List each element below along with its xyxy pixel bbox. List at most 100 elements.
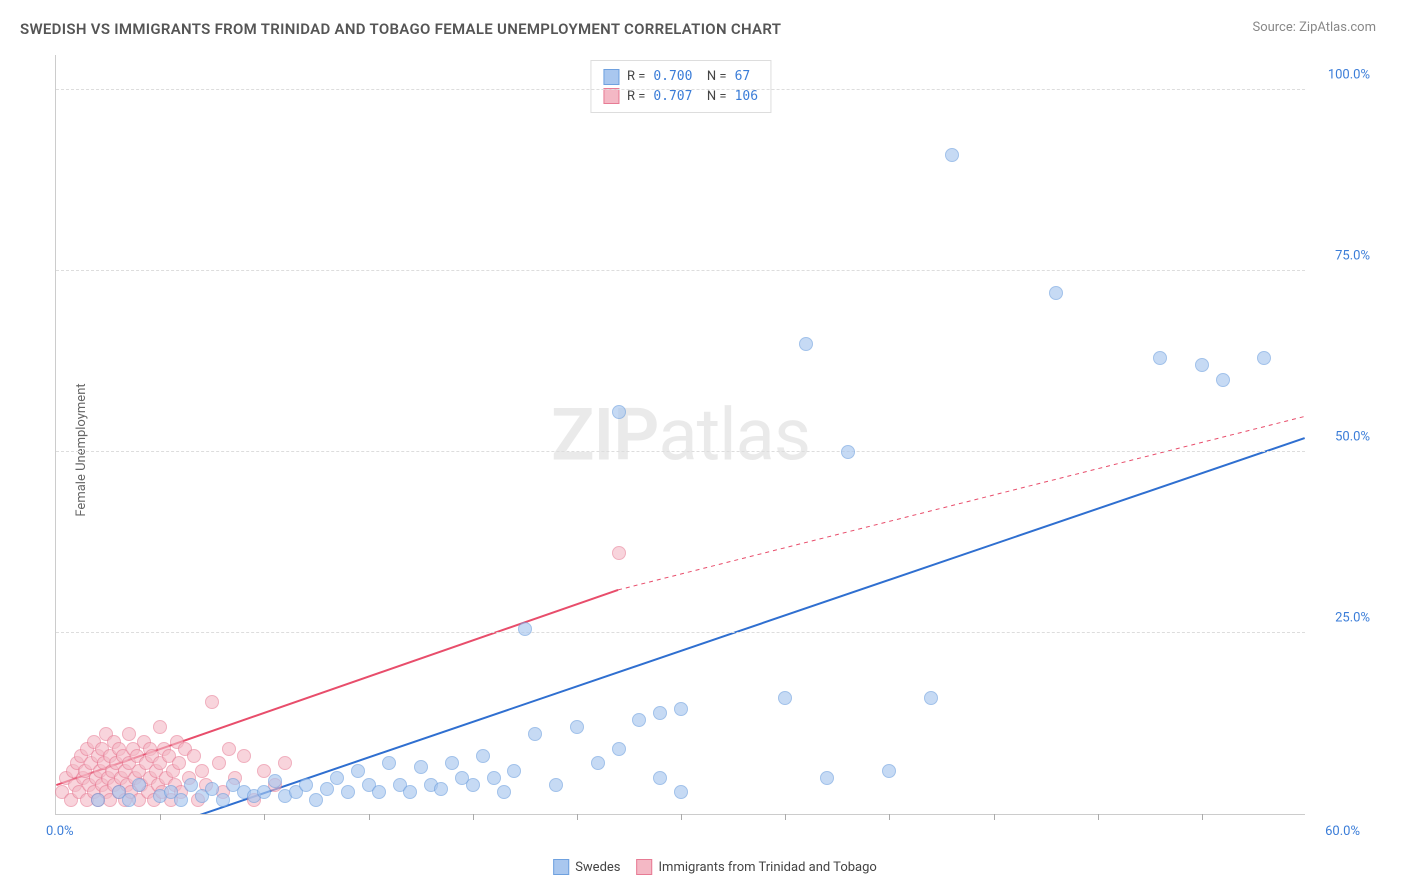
legend-r-value: 0.700 [653, 67, 692, 87]
scatter-point [945, 148, 959, 162]
scatter-point [222, 742, 236, 756]
source-attribution: Source: ZipAtlas.com [1252, 20, 1376, 35]
y-tick-label: 25.0% [1335, 611, 1370, 626]
legend-item: Immigrants from Trinidad and Tobago [637, 859, 877, 875]
scatter-point [122, 793, 136, 807]
gridline [56, 89, 1305, 90]
scatter-point [487, 771, 501, 785]
scatter-point [212, 756, 226, 770]
gridline [56, 451, 1305, 452]
scatter-point [257, 785, 271, 799]
scatter-point [205, 695, 219, 709]
scatter-point [132, 778, 146, 792]
scatter-point [341, 785, 355, 799]
scatter-point [549, 778, 563, 792]
legend-n-value: 67 [735, 67, 751, 87]
watermark-bold: ZIP [551, 392, 658, 477]
trend-lines [56, 55, 1305, 814]
scatter-point [476, 749, 490, 763]
scatter-point [653, 771, 667, 785]
scatter-point [172, 756, 186, 770]
scatter-point [330, 771, 344, 785]
scatter-point [122, 727, 136, 741]
scatter-point [1216, 373, 1230, 387]
scatter-point [309, 793, 323, 807]
scatter-point [351, 764, 365, 778]
scatter-point [268, 774, 282, 788]
x-tick-mark [473, 814, 474, 820]
x-tick-mark [369, 814, 370, 820]
scatter-point [320, 782, 334, 796]
x-tick-mark [681, 814, 682, 820]
scatter-point [653, 706, 667, 720]
scatter-point [445, 756, 459, 770]
y-tick-label: 75.0% [1335, 249, 1370, 264]
scatter-point [382, 756, 396, 770]
watermark: ZIPatlas [551, 392, 810, 477]
watermark-rest: atlas [658, 392, 810, 477]
scatter-point [612, 742, 626, 756]
y-tick-label: 100.0% [1328, 68, 1370, 83]
scatter-point [612, 546, 626, 560]
scatter-point [91, 793, 105, 807]
legend-swatch [553, 859, 569, 875]
gridline [56, 632, 1305, 633]
scatter-point [820, 771, 834, 785]
scatter-point [924, 691, 938, 705]
scatter-point [1153, 351, 1167, 365]
scatter-point [612, 405, 626, 419]
scatter-point [799, 337, 813, 351]
scatter-point [570, 720, 584, 734]
scatter-point [518, 622, 532, 636]
scatter-point [278, 756, 292, 770]
scatter-point [372, 785, 386, 799]
scatter-point [1049, 286, 1063, 300]
scatter-point [153, 720, 167, 734]
scatter-point [632, 713, 646, 727]
scatter-point [414, 760, 428, 774]
scatter-point [1257, 351, 1271, 365]
scatter-point [674, 702, 688, 716]
scatter-point [528, 727, 542, 741]
scatter-point [174, 793, 188, 807]
legend-stats: R = 0.700 N = 67 R = 0.707 N = 106 [590, 60, 771, 113]
legend-swatch [603, 88, 619, 104]
legend-item: Swedes [553, 859, 620, 875]
x-tick-mark [994, 814, 995, 820]
scatter-point [434, 782, 448, 796]
legend-r-label: R = [627, 67, 645, 87]
chart-title: SWEDISH VS IMMIGRANTS FROM TRINIDAD AND … [20, 20, 781, 38]
legend-label: Immigrants from Trinidad and Tobago [659, 860, 877, 875]
gridline [56, 270, 1305, 271]
scatter-point [497, 785, 511, 799]
source-label: Source: [1252, 20, 1299, 35]
legend-swatch [637, 859, 653, 875]
scatter-point [591, 756, 605, 770]
legend-label: Swedes [575, 860, 620, 875]
legend-swatch [603, 69, 619, 85]
scatter-point [237, 749, 251, 763]
scatter-point [299, 778, 313, 792]
x-tick-mark [785, 814, 786, 820]
legend-n-label: N = [700, 67, 726, 87]
source-name: ZipAtlas.com [1299, 20, 1376, 35]
scatter-point [466, 778, 480, 792]
x-tick-start: 0.0% [46, 824, 74, 839]
x-tick-mark [1202, 814, 1203, 820]
scatter-point [1195, 358, 1209, 372]
x-tick-end: 60.0% [1325, 824, 1360, 839]
plot-area: ZIPatlas R = 0.700 N = 67 R = 0.707 N = … [55, 55, 1305, 815]
scatter-point [216, 793, 230, 807]
legend-stat-row: R = 0.700 N = 67 [603, 67, 758, 87]
x-tick-mark [889, 814, 890, 820]
y-tick-label: 50.0% [1335, 430, 1370, 445]
x-tick-mark [160, 814, 161, 820]
x-tick-mark [1098, 814, 1099, 820]
scatter-point [882, 764, 896, 778]
correlation-chart: Female Unemployment ZIPatlas R = 0.700 N… [55, 55, 1375, 845]
scatter-point [778, 691, 792, 705]
scatter-point [403, 785, 417, 799]
scatter-point [841, 445, 855, 459]
scatter-point [507, 764, 521, 778]
x-tick-mark [264, 814, 265, 820]
